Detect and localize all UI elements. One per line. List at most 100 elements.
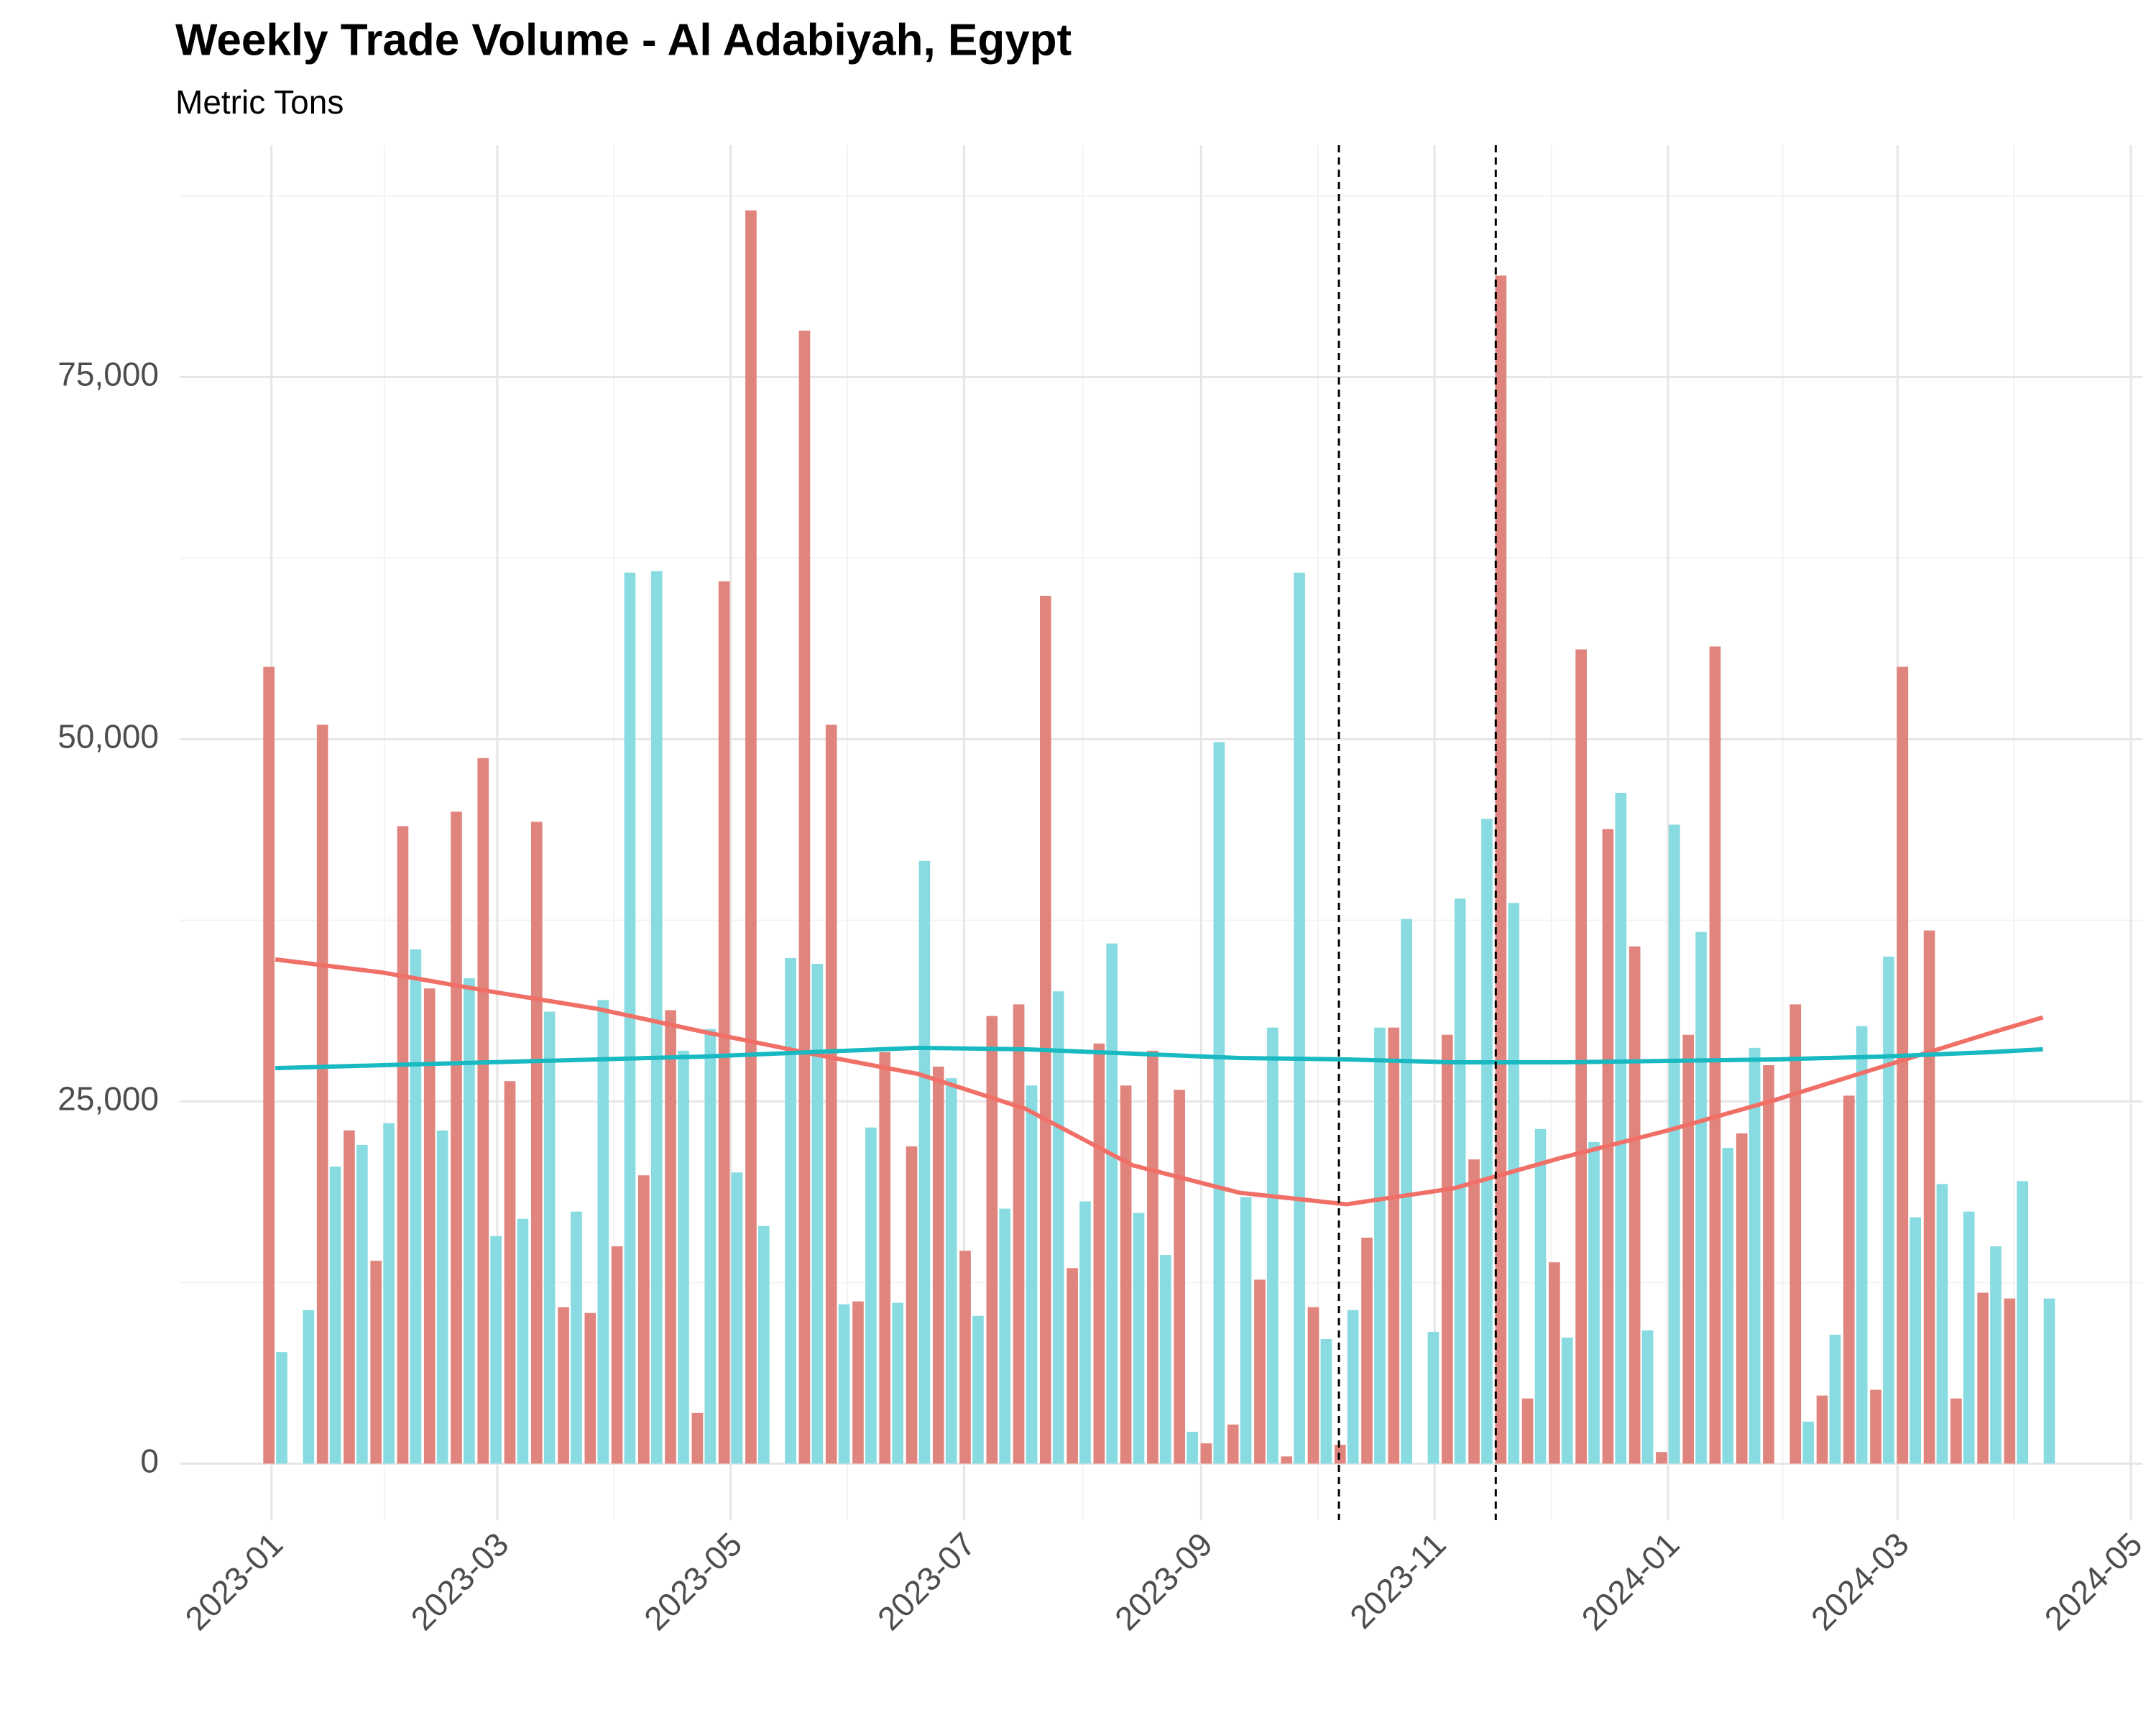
bar [1454,898,1466,1464]
bar [1508,903,1520,1464]
bar [1615,793,1627,1464]
bar [1736,1133,1748,1464]
bar [344,1130,355,1464]
bar [464,978,475,1464]
trend-line [275,1045,2043,1071]
bar [1695,932,1707,1464]
bar [1963,1211,1975,1464]
bar [1174,1090,1185,1464]
bar [1240,1197,1252,1464]
bar [1883,956,1894,1464]
bar [1641,1330,1654,1464]
bar [1588,1141,1600,1464]
bar [1682,1034,1695,1464]
x-tick-label: 2023-11 [1342,1525,1453,1636]
bar [704,1029,717,1464]
bar [825,724,837,1464]
chart-title: Weekly Trade Volume - Al Adabiyah, Egypt [175,15,1072,65]
bar [1749,1047,1761,1464]
bar [1763,1065,1774,1464]
bar [1307,1307,1319,1464]
bar [276,1352,287,1464]
bar [1052,991,1064,1464]
bar [757,1225,770,1464]
bar [1709,646,1721,1464]
bar [1656,1452,1667,1464]
x-tick-label: 2023-07 [870,1525,982,1637]
bar [1133,1213,1145,1464]
bar [423,988,436,1464]
bar [543,1011,556,1464]
bar [745,210,757,1464]
bar [410,949,422,1464]
bar [1936,1184,1948,1464]
x-tick-label: 2023-01 [178,1525,290,1637]
bar [1977,1292,1989,1464]
bar [1534,1128,1547,1464]
bar [2004,1298,2016,1464]
bar [1575,649,1587,1464]
bar [1106,943,1118,1464]
bar [356,1144,368,1464]
bar [1829,1334,1841,1464]
bar [316,724,328,1464]
bar [1990,1246,2001,1464]
bar [597,1000,609,1464]
bar [718,581,730,1464]
bar [665,1010,676,1464]
bar [517,1218,529,1464]
chart-subtitle: Metric Tons [175,83,344,121]
bar [370,1261,382,1464]
bar [1147,1050,1158,1464]
bar [1816,1395,1828,1464]
bar [558,1307,569,1464]
bar [624,572,636,1464]
bar [731,1172,743,1464]
bar [811,963,824,1464]
bar [2043,1298,2055,1464]
bar [1561,1338,1573,1464]
bar [2017,1181,2029,1464]
bar [1909,1217,1922,1464]
bar [1870,1389,1881,1464]
bar [838,1304,850,1464]
bar [1187,1432,1198,1464]
bar [638,1175,650,1464]
bar [999,1208,1011,1464]
bar [329,1167,341,1464]
bar [397,826,409,1464]
x-tick-label: 2024-01 [1574,1525,1686,1637]
bar [1388,1027,1400,1464]
bar [798,331,811,1464]
bar [1120,1085,1132,1464]
bar [1789,1004,1802,1464]
bar [1067,1268,1078,1464]
x-tick-label: 2023-09 [1107,1525,1220,1637]
bar [972,1315,984,1464]
bar [1294,572,1305,1464]
y-tick-label: 75,000 [57,356,159,393]
bar [1159,1255,1171,1464]
x-tick-label: 2024-05 [2037,1525,2150,1637]
bar [1374,1027,1386,1464]
bar [1549,1262,1560,1464]
bar [1923,930,1935,1464]
bar [1441,1034,1453,1464]
bar [1079,1201,1091,1464]
bar [1722,1147,1734,1464]
bar [1026,1085,1038,1464]
bar [477,758,489,1464]
bar [1950,1398,1962,1464]
bar [1897,666,1909,1464]
bar [1200,1443,1212,1464]
bar [1802,1421,1814,1464]
y-tick-label: 50,000 [57,718,159,755]
bar [1843,1095,1855,1464]
bar [571,1211,582,1464]
bar [1013,1004,1025,1464]
bar [436,1130,448,1464]
bar [1427,1331,1439,1464]
bar [906,1146,918,1464]
